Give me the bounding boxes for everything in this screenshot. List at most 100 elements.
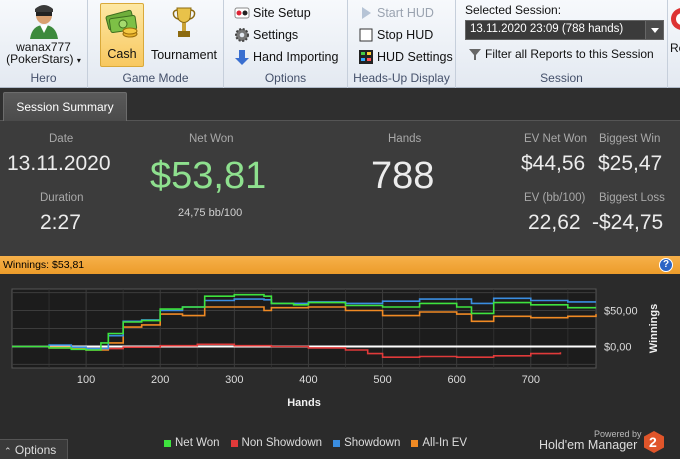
winnings-graph-panel: 100 200 300 400 500 600 700 $50,00 $0,00 Hands Win… bbox=[0, 274, 680, 459]
chevron-down-icon: ▾ bbox=[76, 56, 81, 65]
x-tick-label: 700 bbox=[522, 374, 540, 386]
hand-importing-label: Hand Importing bbox=[253, 50, 339, 64]
x-axis-title: Hands bbox=[287, 397, 321, 409]
session-group-label: Session bbox=[540, 71, 583, 85]
stop-icon bbox=[358, 27, 374, 43]
options-group-label: Options bbox=[264, 71, 307, 85]
options-label: Options bbox=[14, 443, 57, 457]
chevron-down-icon[interactable] bbox=[645, 21, 663, 39]
winnings-bar-text: Winnings: $53,81 bbox=[3, 259, 85, 271]
duration-label: Duration bbox=[40, 192, 84, 204]
chevron-up-icon: ⌃ bbox=[4, 446, 12, 456]
legend-swatch-showdown bbox=[333, 439, 341, 447]
legend-label-all-in-ev: All-In EV bbox=[422, 437, 468, 449]
ev-net-won-label: EV Net Won bbox=[524, 133, 588, 145]
biggest-win-value: $25,47 bbox=[598, 152, 663, 175]
tournament-button[interactable]: Tournament bbox=[144, 3, 224, 67]
hud-settings-button[interactable]: HUD Settings bbox=[358, 47, 453, 67]
cash-label: Cash bbox=[107, 47, 137, 61]
session-select[interactable]: 13.11.2020 23:09 (788 hands) bbox=[465, 20, 664, 40]
help-icon[interactable]: ? bbox=[659, 258, 673, 272]
start-hud-button[interactable]: Start HUD bbox=[358, 3, 434, 23]
options-toggle-button[interactable]: ⌃ Options bbox=[0, 439, 68, 459]
site-setup-label: Site Setup bbox=[253, 6, 311, 20]
cash-money-icon bbox=[104, 7, 140, 42]
series-line-showdown bbox=[12, 297, 596, 350]
series-line-net-won bbox=[12, 293, 596, 351]
legend-all-in-ev[interactable]: All-In EV bbox=[411, 437, 467, 449]
options-group: Site Setup Settings Hand Importing Optio… bbox=[224, 0, 348, 88]
hand-importing-button[interactable]: Hand Importing bbox=[234, 47, 338, 67]
tab-session-summary[interactable]: Session Summary bbox=[3, 92, 127, 121]
x-tick-label: 200 bbox=[151, 374, 169, 386]
report-tab-bar: Session Summary bbox=[0, 88, 680, 121]
reports-button[interactable]: Re bbox=[670, 3, 680, 67]
session-select-value: 13.11.2020 23:09 (788 hands) bbox=[470, 23, 624, 35]
settings-label: Settings bbox=[253, 28, 299, 42]
x-tick-label: 500 bbox=[373, 374, 391, 386]
cash-button[interactable]: Cash bbox=[100, 3, 144, 67]
hero-site-dropdown[interactable]: (PokerStars) ▾ bbox=[0, 53, 87, 67]
legend-swatch-net-won bbox=[164, 439, 171, 447]
filter-icon bbox=[468, 46, 482, 62]
x-tick-label: 300 bbox=[225, 374, 243, 386]
net-won-label: Net Won bbox=[189, 133, 234, 145]
legend-label-net-won: Net Won bbox=[175, 437, 220, 449]
product-name: Hold'em Manager bbox=[539, 438, 638, 452]
legend-swatch-all-in-ev bbox=[411, 439, 419, 447]
session-summary-panel: Date 13.11.2020 Duration 2:27 Net Won $5… bbox=[0, 121, 680, 256]
hud-settings-icon bbox=[358, 49, 374, 65]
settings-button[interactable]: Settings bbox=[234, 25, 298, 45]
hands-label: Hands bbox=[388, 133, 422, 145]
filter-reports-button[interactable]: Filter all Reports to this Session bbox=[468, 44, 654, 64]
selected-session-label: Selected Session: bbox=[465, 3, 562, 17]
site-setup-button[interactable]: Site Setup bbox=[234, 3, 311, 23]
stop-hud-label: Stop HUD bbox=[377, 28, 434, 42]
hero-site: (PokerStars) bbox=[6, 52, 74, 66]
y-tick-label: $0,00 bbox=[604, 341, 632, 353]
hero-name[interactable]: wanax777 bbox=[16, 40, 71, 54]
start-hud-label: Start HUD bbox=[377, 6, 434, 20]
chart-legend: Net Won Non Showdown Showdown All-In EV bbox=[164, 437, 467, 449]
hero-avatar[interactable] bbox=[28, 3, 60, 39]
trophy-icon bbox=[171, 6, 197, 43]
play-icon bbox=[358, 5, 374, 21]
net-won-bb-value: 24,75 bb/100 bbox=[178, 207, 243, 219]
game-mode-group: Cash Tournament Game Mode bbox=[88, 0, 224, 88]
reports-label: Re bbox=[670, 41, 680, 55]
download-arrow-icon bbox=[234, 49, 250, 65]
tournament-label: Tournament bbox=[150, 48, 217, 62]
date-label: Date bbox=[49, 133, 74, 145]
hem2-logo-icon: 2 bbox=[643, 430, 665, 454]
legend-swatch-non-showdown bbox=[230, 439, 238, 447]
legend-net-won[interactable]: Net Won bbox=[164, 437, 220, 449]
biggest-loss-label: Biggest Loss bbox=[599, 192, 665, 204]
legend-non-showdown[interactable]: Non Showdown bbox=[230, 437, 323, 449]
date-value: 13.11.2020 bbox=[7, 152, 111, 175]
legend-label-showdown: Showdown bbox=[344, 437, 401, 449]
powered-by-text: Powered by bbox=[594, 429, 642, 439]
hero-group: wanax777 (PokerStars) ▾ Hero bbox=[0, 0, 88, 88]
biggest-loss-value: -$24,75 bbox=[592, 211, 664, 234]
hem2-logo-text: 2 bbox=[649, 434, 657, 450]
winnings-bar: Winnings: $53,81 ? bbox=[0, 256, 680, 274]
site-setup-icon bbox=[234, 5, 250, 21]
ev-bb-label: EV (bb/100) bbox=[524, 192, 586, 204]
legend-showdown[interactable]: Showdown bbox=[333, 437, 400, 449]
hud-group: Start HUD Stop HUD HUD Settings Heads-Up… bbox=[348, 0, 456, 88]
series-line-non-showdown bbox=[12, 343, 562, 358]
ribbon-toolbar: wanax777 (PokerStars) ▾ Hero Cash bbox=[0, 0, 680, 88]
winnings-chart: 100 200 300 400 500 600 700 $50,00 $0,00 Hands Win… bbox=[11, 288, 660, 409]
x-tick-label: 400 bbox=[299, 374, 317, 386]
hud-settings-label: HUD Settings bbox=[377, 50, 453, 64]
duration-value: 2:27 bbox=[40, 211, 81, 234]
ev-bb-value: 22,62 bbox=[528, 211, 581, 234]
hud-group-label: Heads-Up Display bbox=[353, 71, 450, 85]
legend-label-non-showdown: Non Showdown bbox=[241, 437, 323, 449]
stop-hud-button[interactable]: Stop HUD bbox=[358, 25, 433, 45]
hero-group-label: Hero bbox=[30, 71, 57, 85]
y-tick-label: $50,00 bbox=[604, 306, 638, 318]
hands-value: 788 bbox=[371, 155, 435, 197]
net-won-value: $53,81 bbox=[150, 155, 267, 197]
y-axis-title: Winnings bbox=[648, 304, 660, 353]
